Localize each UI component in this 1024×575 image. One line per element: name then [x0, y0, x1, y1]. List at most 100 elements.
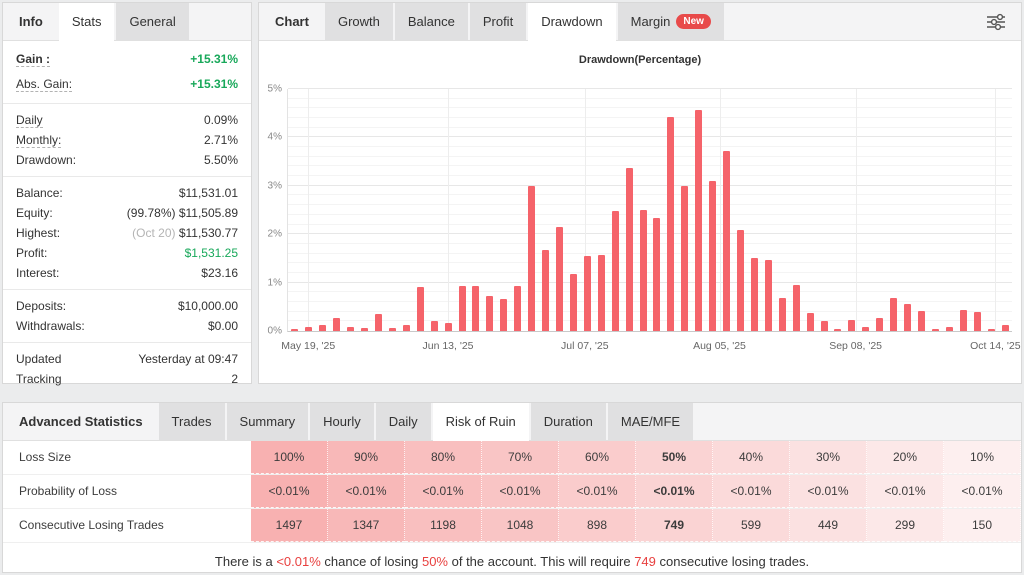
stat-label[interactable]: Abs. Gain:	[16, 77, 73, 92]
stat-label[interactable]: Monthly:	[16, 133, 62, 148]
tab-growth[interactable]: Growth	[324, 3, 393, 40]
drawdown-bar	[319, 324, 327, 331]
drawdown-bar	[737, 229, 744, 331]
gridline	[288, 126, 1012, 128]
drawdown-bar	[959, 309, 967, 331]
stat-group: Gain : +15.31% Abs. Gain: +15.31%	[3, 41, 251, 104]
drawdown-bar	[750, 258, 758, 331]
stat-label: Equity:	[16, 206, 53, 220]
drawdown-bar	[987, 328, 995, 331]
tab-label: Growth	[337, 14, 380, 29]
stat-value: 5.50%	[203, 153, 238, 167]
tab-profit[interactable]: Profit	[469, 3, 527, 40]
table-cell: 449	[790, 509, 867, 542]
table-cell: 100%	[251, 441, 328, 474]
stat-row-drawdown: Drawdown: 5.50%	[16, 150, 238, 170]
drawdown-bar	[890, 298, 898, 331]
tab-stats[interactable]: Stats	[58, 3, 115, 40]
y-axis-label: 0%	[267, 325, 282, 337]
table-cell: 50%	[636, 441, 713, 474]
stat-value: $11,531.01	[178, 186, 238, 200]
y-axis-label: 1%	[267, 277, 282, 289]
x-gridline	[719, 89, 721, 331]
table-cell: 1497	[251, 509, 328, 542]
tab-label: Stats	[71, 14, 102, 29]
summary-highlight: <0.01%	[276, 554, 321, 569]
info-panel-title: Info	[19, 14, 43, 29]
drawdown-bar	[918, 311, 925, 331]
table-cell: <0.01%	[713, 475, 790, 508]
tab-trades[interactable]: Trades	[158, 403, 225, 440]
drawdown-bar	[388, 327, 396, 331]
stat-row-tracking: Tracking 2	[16, 369, 238, 389]
tab-hourly[interactable]: Hourly	[310, 403, 374, 440]
drawdown-bar	[291, 329, 299, 331]
table-cell: <0.01%	[944, 475, 1021, 508]
stat-value: +15.31%	[190, 52, 238, 66]
stat-value: Yesterday at 09:47	[138, 352, 238, 366]
summary-text: consecutive losing trades.	[655, 554, 810, 569]
summary-text: There is a	[214, 554, 277, 569]
gridline	[288, 88, 1012, 89]
table-cell: <0.01%	[636, 475, 713, 508]
table-cell: <0.01%	[405, 475, 482, 508]
stat-value: 2.71%	[203, 133, 238, 147]
stat-label: Balance:	[16, 186, 63, 200]
table-cell: <0.01%	[559, 475, 636, 508]
tab-risk-of-ruin[interactable]: Risk of Ruin	[432, 403, 529, 440]
table-cell: 40%	[713, 441, 790, 474]
drawdown-bar	[792, 284, 800, 331]
risk-summary: There is a <0.01% chance of losing 50% o…	[3, 543, 1021, 569]
x-axis-label: May 19, '25	[281, 340, 336, 352]
stat-label: Highest:	[16, 226, 61, 240]
chart-settings-button[interactable]	[985, 3, 1021, 40]
drawdown-bar	[848, 320, 856, 331]
table-cell: 10%	[944, 441, 1021, 474]
drawdown-bar	[695, 110, 703, 331]
drawdown-bar	[653, 218, 661, 331]
tab-balance[interactable]: Balance	[394, 3, 468, 40]
drawdown-bar	[542, 250, 550, 331]
stat-label: Withdrawals:	[16, 319, 85, 333]
stat-row-highest: Highest: (Oct 20) $11,530.77	[16, 223, 238, 243]
gridline	[288, 204, 1012, 206]
drawdown-bar	[416, 286, 424, 331]
tab-drawdown[interactable]: Drawdown	[528, 3, 616, 40]
tab-duration[interactable]: Duration	[530, 403, 606, 440]
tab-label: Profit	[482, 14, 514, 29]
drawdown-bar	[862, 326, 870, 331]
drawdown-bar	[778, 298, 786, 331]
stat-label[interactable]: Daily	[16, 113, 43, 128]
table-cell: 90%	[328, 441, 405, 474]
table-row-label: Probability of Loss	[3, 475, 251, 508]
x-gridline	[995, 89, 997, 331]
tab-label: Drawdown	[541, 14, 603, 29]
stat-label: Interest:	[16, 266, 60, 280]
stat-label: Deposits:	[16, 299, 67, 313]
tab-general[interactable]: General	[116, 3, 189, 40]
chart-panel: Chart Growth Balance Profit Drawdown Margin N…	[258, 2, 1022, 384]
table-cell: 80%	[405, 441, 482, 474]
tab-mae-mfe[interactable]: MAE/MFE	[607, 403, 694, 440]
y-axis-label: 2%	[267, 228, 282, 240]
table-cell: <0.01%	[251, 475, 328, 508]
tab-daily[interactable]: Daily	[375, 403, 431, 440]
tab-summary[interactable]: Summary	[226, 403, 309, 440]
drawdown-bar	[305, 327, 313, 331]
stat-row-withdrawals: Withdrawals: $0.00	[16, 316, 238, 336]
drawdown-bar	[681, 186, 689, 331]
drawdown-bar	[820, 321, 828, 331]
stat-value: $1,531.25	[184, 246, 238, 260]
gridline	[288, 194, 1012, 196]
stat-group: Deposits: $10,000.00 Withdrawals: $0.00	[3, 290, 251, 343]
stat-label[interactable]: Gain :	[16, 52, 51, 67]
gridline	[288, 117, 1012, 119]
table-cell: <0.01%	[867, 475, 944, 508]
table-cell: 299	[867, 509, 944, 542]
stat-value: $10,000.00	[177, 299, 238, 313]
drawdown-bar	[514, 286, 522, 331]
stat-row-gain: Gain : +15.31%	[16, 47, 238, 72]
tab-margin[interactable]: Margin New	[617, 3, 724, 40]
tab-label: Risk of Ruin	[445, 414, 516, 429]
info-tabs: Stats General	[58, 3, 191, 40]
